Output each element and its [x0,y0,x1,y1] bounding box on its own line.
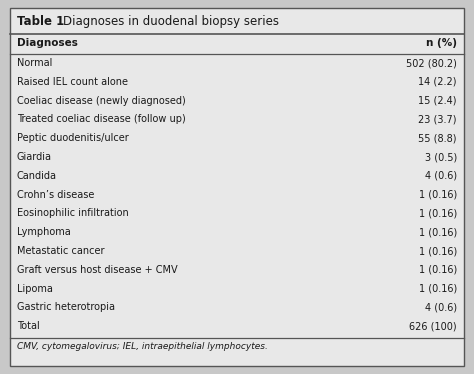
Text: Diagnoses in duodenal biopsy series: Diagnoses in duodenal biopsy series [63,15,279,28]
Text: Coeliac disease (newly diagnosed): Coeliac disease (newly diagnosed) [17,96,186,105]
Text: Normal: Normal [17,58,52,68]
Text: 4 (0.6): 4 (0.6) [425,303,457,312]
Text: Total: Total [17,321,40,331]
Text: Table 1: Table 1 [17,15,73,28]
Text: 1 (0.16): 1 (0.16) [419,283,457,294]
Text: Crohn’s disease: Crohn’s disease [17,190,94,200]
Text: 3 (0.5): 3 (0.5) [425,152,457,162]
Text: 1 (0.16): 1 (0.16) [419,190,457,200]
Text: 23 (3.7): 23 (3.7) [419,114,457,125]
Text: n (%): n (%) [426,38,457,48]
Text: 4 (0.6): 4 (0.6) [425,171,457,181]
Text: CMV, cytomegalovirus; IEL, intraepithelial lymphocytes.: CMV, cytomegalovirus; IEL, intraepitheli… [17,342,268,351]
Text: 55 (8.8): 55 (8.8) [419,133,457,143]
Text: 1 (0.16): 1 (0.16) [419,246,457,256]
Text: Raised IEL count alone: Raised IEL count alone [17,77,128,87]
Text: 15 (2.4): 15 (2.4) [419,96,457,105]
Text: Diagnoses: Diagnoses [17,38,78,48]
Text: Peptic duodenitis/ulcer: Peptic duodenitis/ulcer [17,133,129,143]
Text: 1 (0.16): 1 (0.16) [419,208,457,218]
Text: 626 (100): 626 (100) [410,321,457,331]
Text: Giardia: Giardia [17,152,52,162]
Text: Graft versus host disease + CMV: Graft versus host disease + CMV [17,265,178,275]
Text: 502 (80.2): 502 (80.2) [406,58,457,68]
Text: Lipoma: Lipoma [17,283,53,294]
Text: Treated coeliac disease (follow up): Treated coeliac disease (follow up) [17,114,186,125]
Text: Candida: Candida [17,171,57,181]
Text: 14 (2.2): 14 (2.2) [419,77,457,87]
Text: 1 (0.16): 1 (0.16) [419,227,457,237]
Text: Lymphoma: Lymphoma [17,227,71,237]
Text: 1 (0.16): 1 (0.16) [419,265,457,275]
Text: Gastric heterotropia: Gastric heterotropia [17,303,115,312]
Text: Eosinophilic infiltration: Eosinophilic infiltration [17,208,129,218]
Text: Metastatic cancer: Metastatic cancer [17,246,104,256]
